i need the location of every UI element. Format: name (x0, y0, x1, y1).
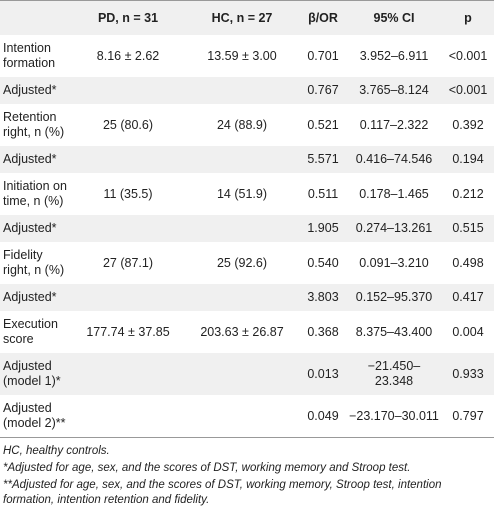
cell: 0.013 (300, 353, 346, 395)
row-label: Execution score (3, 317, 58, 346)
row-label: Adjusted* (0, 146, 72, 173)
header-row: PD, n = 31 HC, n = 27 β/OR 95% CI p (0, 0, 494, 35)
cell: 8.16 ± 2.62 (96, 48, 160, 63)
cell: 5.571 (300, 146, 346, 173)
cell: 3.952–6.911 (359, 48, 429, 63)
cell (72, 77, 184, 104)
cell (184, 146, 300, 173)
cell: 11 (35.5) (103, 186, 153, 201)
cell: 0.274–13.261 (346, 215, 442, 242)
cell: 0.511 (307, 186, 339, 201)
cell: 0.212 (452, 186, 484, 201)
row-label: Retention right, n (%) (3, 110, 65, 139)
cell: 8.375–43.400 (355, 324, 433, 339)
footnote: **Adjusted for age, sex, and the scores … (3, 479, 442, 506)
cell: 14 (51.9) (216, 186, 268, 201)
cell (184, 284, 300, 311)
table-header: PD, n = 31 HC, n = 27 β/OR 95% CI p (0, 0, 494, 35)
row-label: Intention formation (3, 41, 56, 70)
header-cell (0, 0, 72, 35)
cell: −23.170–30.011 (349, 408, 439, 423)
table-row: Adjusted (model 1)* 0.013 −21.450–23.348 0.… (0, 353, 494, 395)
cell: 3.803 (300, 284, 346, 311)
table-row: Adjusted (model 2)** 0.049 −23.170–30.011 0… (0, 395, 494, 438)
cell (184, 353, 300, 395)
header-cell: β/OR (300, 0, 346, 35)
cell (72, 284, 184, 311)
cell: 0.004 (452, 324, 484, 339)
header-cell: HC, n = 27 (184, 0, 300, 35)
cell: 0.117–2.322 (359, 117, 429, 132)
cell: 0.194 (442, 146, 494, 173)
cell: 0.091–3.210 (359, 255, 429, 270)
cell: 27 (87.1) (102, 255, 154, 270)
row-label: Fidelity right, n (%) (3, 248, 65, 277)
results-table: PD, n = 31 HC, n = 27 β/OR 95% CI p Intentio… (0, 0, 494, 438)
cell: 0.933 (442, 353, 494, 395)
cell: 0.416–74.546 (346, 146, 442, 173)
cell: 0.498 (452, 255, 484, 270)
cell: 3.765–8.124 (346, 77, 442, 104)
row-label: Adjusted (model 2)** (3, 401, 66, 430)
table-row: Initiation on time, n (%) 11 (35.5) 14 (51… (0, 173, 494, 215)
cell: 0.152–95.370 (346, 284, 442, 311)
table-row: Adjusted* 3.803 0.152–95.370 0.417 (0, 284, 494, 311)
cell: 203.63 ± 26.87 (200, 324, 284, 339)
cell: 0.417 (442, 284, 494, 311)
table-row: Fidelity right, n (%) 27 (87.1) 25 (92.6) 0… (0, 242, 494, 284)
row-label: Adjusted* (0, 77, 72, 104)
table-row: Adjusted* 5.571 0.416–74.546 0.194 (0, 146, 494, 173)
row-label: Initiation on time, n (%) (3, 179, 67, 208)
cell: 25 (92.6) (216, 255, 268, 270)
cell: 13.59 ± 3.00 (207, 48, 277, 63)
cell (184, 215, 300, 242)
cell: 0.049 (307, 408, 339, 423)
cell (72, 146, 184, 173)
cell: <0.001 (442, 77, 494, 104)
cell (184, 395, 300, 438)
header-cell: PD, n = 31 (72, 0, 184, 35)
footnote: *Adjusted for age, sex, and the scores o… (3, 462, 411, 474)
table-row: Execution score 177.74 ± 37.85 203.63 ± 26… (0, 311, 494, 353)
cell: 0.521 (307, 117, 339, 132)
row-label: Adjusted* (0, 215, 72, 242)
cell (72, 395, 184, 438)
cell: 24 (88.9) (216, 117, 268, 132)
header-cell: p (442, 0, 494, 35)
cell (72, 353, 184, 395)
cell (72, 215, 184, 242)
row-label: Adjusted* (0, 284, 72, 311)
table-row: Retention right, n (%) 25 (80.6) 24 (88.9)… (0, 104, 494, 146)
header-cell: 95% CI (346, 0, 442, 35)
cell: 0.797 (452, 408, 484, 423)
footnotes: HC, healthy controls. *Adjusted for age, … (0, 438, 494, 508)
cell: −21.450–23.348 (346, 353, 442, 395)
cell: 25 (80.6) (102, 117, 154, 132)
table-row: Adjusted* 0.767 3.765–8.124 <0.001 (0, 77, 494, 104)
cell: 0.368 (307, 324, 339, 339)
cell: <0.001 (448, 48, 488, 63)
table-body: Intention formation 8.16 ± 2.62 13.59 ± 3.… (0, 35, 494, 438)
cell: 0.701 (307, 48, 339, 63)
cell: 0.178–1.465 (359, 186, 429, 201)
footnote: HC, healthy controls. (3, 445, 110, 457)
cell: 177.74 ± 37.85 (86, 324, 170, 339)
row-label: Adjusted (model 1)* (0, 353, 72, 395)
cell: 0.767 (300, 77, 346, 104)
cell: 0.540 (307, 255, 339, 270)
cell (184, 77, 300, 104)
cell: 0.392 (452, 117, 484, 132)
table-row: Intention formation 8.16 ± 2.62 13.59 ± 3.… (0, 35, 494, 77)
cell: 1.905 (300, 215, 346, 242)
table-row: Adjusted* 1.905 0.274–13.261 0.515 (0, 215, 494, 242)
cell: 0.515 (442, 215, 494, 242)
